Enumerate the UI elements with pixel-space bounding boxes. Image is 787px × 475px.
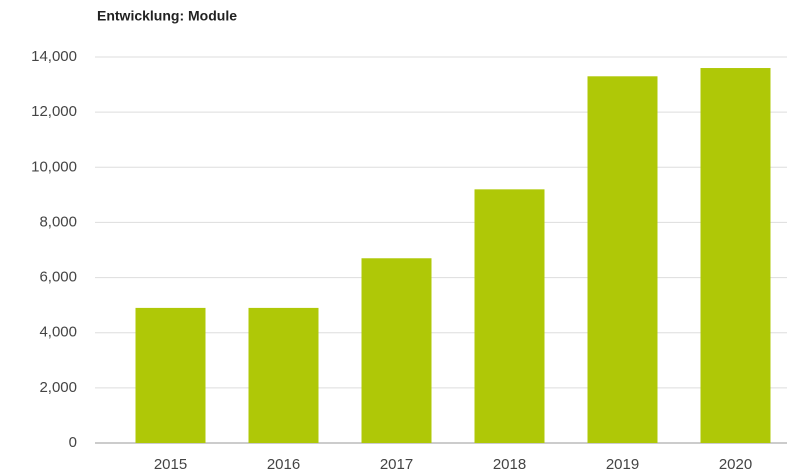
y-tick-label: 10,000 [31, 158, 77, 175]
y-tick-label: 4,000 [39, 324, 77, 341]
bar [248, 307, 319, 443]
x-tick-label: 2015 [154, 456, 187, 473]
chart-title: Entwicklung: Module [97, 8, 237, 24]
x-tick-label: 2019 [606, 456, 639, 473]
y-tick-label: 6,000 [39, 269, 77, 286]
bar [361, 258, 432, 443]
x-tick-label: 2016 [267, 456, 300, 473]
x-tick-label: 2020 [719, 456, 752, 473]
x-tick-label: 2018 [493, 456, 526, 473]
y-tick-label: 2,000 [39, 379, 77, 396]
bar [700, 68, 771, 444]
y-tick-label: 8,000 [39, 213, 77, 230]
bar [135, 307, 206, 443]
bar [474, 189, 545, 443]
y-tick-label: 0 [69, 434, 77, 451]
bar [587, 76, 658, 444]
x-tick-label: 2017 [380, 456, 413, 473]
y-tick-label: 14,000 [31, 48, 77, 65]
y-tick-label: 12,000 [31, 103, 77, 120]
